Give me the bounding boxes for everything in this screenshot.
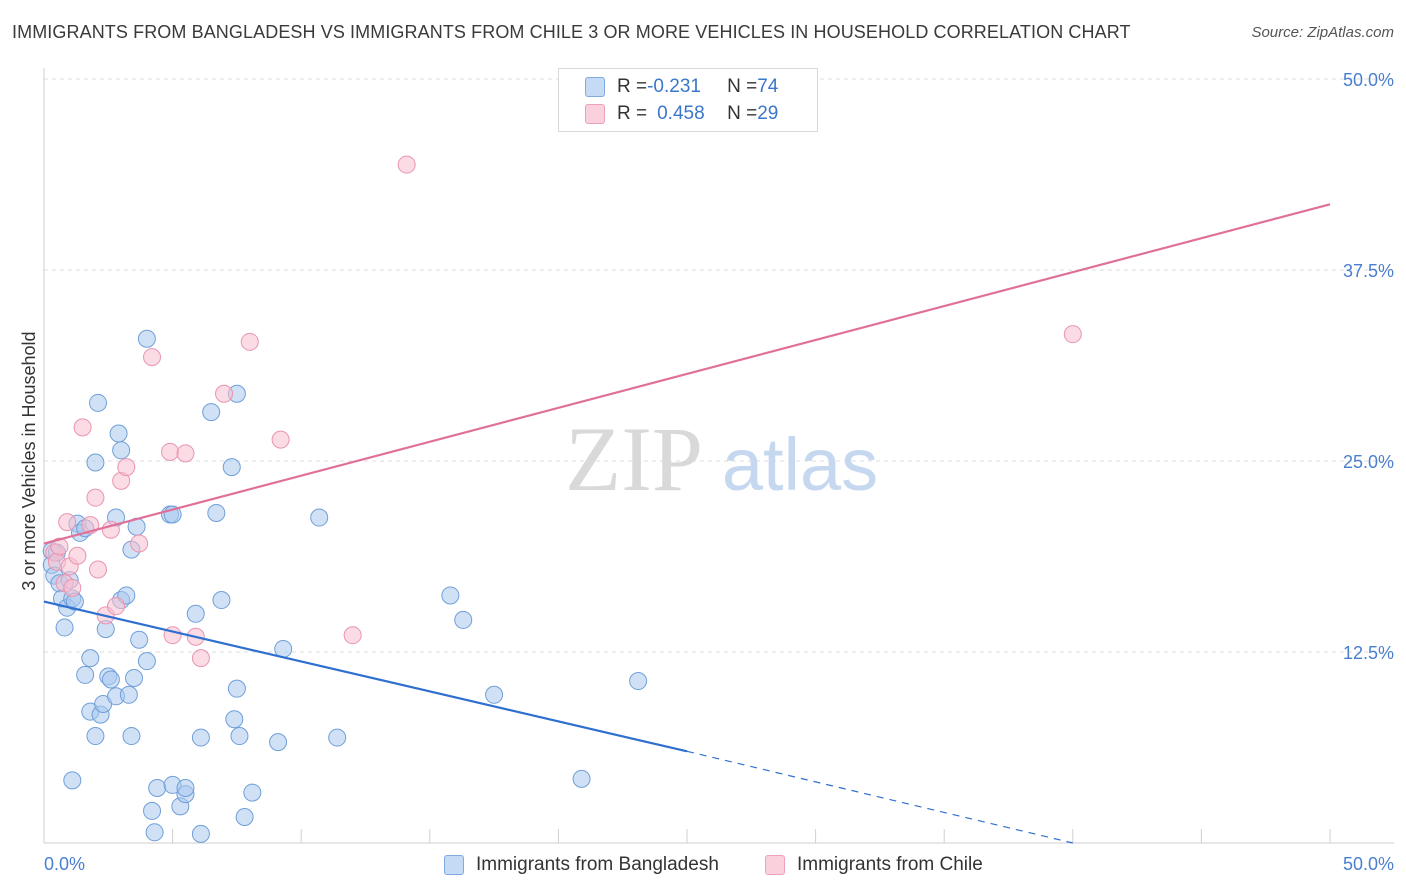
legend-r-label: R = — [617, 76, 648, 97]
y-axis-title: 3 or more Vehicles in Household — [19, 331, 39, 590]
bangladesh-point — [130, 630, 149, 649]
bangladesh-point — [137, 652, 156, 671]
legend-item-chile[interactable]: Immigrants from Chile — [765, 852, 983, 878]
stats-legend: R = -0.231 N = 74 R = 0.458 N = 29 — [558, 68, 818, 132]
legend-row-bangladesh: R = -0.231 N = 74 — [585, 75, 778, 99]
bangladesh-point — [86, 727, 105, 746]
chile-point — [50, 537, 69, 556]
bangladesh-point — [235, 808, 254, 827]
chile-point — [58, 513, 77, 532]
chart-title: IMMIGRANTS FROM BANGLADESH VS IMMIGRANTS… — [12, 22, 1131, 42]
chile-point — [130, 534, 149, 553]
chile-point — [89, 560, 108, 579]
bangladesh-point — [176, 778, 195, 797]
bangladesh-point — [148, 778, 167, 797]
legend-row-chile: R = 0.458 N = 29 — [585, 102, 778, 126]
chile-point — [73, 418, 92, 437]
bangladesh-point — [86, 453, 105, 472]
bangladesh-point — [63, 771, 82, 790]
chile-point — [117, 458, 136, 477]
bangladesh-point — [191, 728, 210, 747]
legend-n-label: N = — [727, 76, 758, 97]
bangladesh-point — [441, 586, 460, 605]
bangladesh-point — [143, 801, 162, 820]
source-credit: Source: ZipAtlas.com — [1251, 24, 1394, 41]
chile-point — [86, 488, 105, 507]
bangladesh-point — [629, 672, 648, 691]
bangladesh-trend-extension — [686, 750, 1073, 844]
x-tick-label: 50.0% — [1343, 854, 1394, 874]
chile-point — [1063, 325, 1082, 344]
axes-layer — [43, 68, 1394, 844]
bangladesh-point — [112, 441, 131, 460]
chile-point — [397, 155, 416, 174]
chile-point — [215, 384, 234, 403]
bangladesh-point — [137, 329, 156, 348]
bangladesh-point — [572, 769, 591, 788]
chile-point — [107, 597, 126, 616]
legend-item-bangladesh[interactable]: Immigrants from Bangladesh — [444, 852, 719, 878]
bangladesh-point — [76, 665, 95, 684]
labels-layer: 12.5% 25.0% 37.5% 50.0% 0.0% 50.0% 3 or more V… — [19, 70, 1394, 874]
legend-swatch-bangladesh — [585, 77, 605, 97]
bangladesh-point — [212, 591, 231, 610]
bangladesh-point — [454, 610, 473, 629]
watermark-zip: ZIP — [565, 408, 703, 510]
bangladesh-point — [191, 824, 210, 843]
chile-point — [68, 546, 87, 565]
chile-trend-line — [43, 203, 1331, 545]
chile-swatch — [765, 855, 785, 875]
y-tick-label: 25.0% — [1343, 452, 1394, 472]
chile-point — [143, 348, 162, 367]
bangladesh-point — [230, 727, 249, 746]
trend-layer — [43, 203, 1331, 844]
watermark: ZIP atlas — [565, 408, 878, 510]
bangladesh-point — [109, 424, 128, 443]
bangladesh-point — [125, 668, 144, 687]
bangladesh-point — [310, 508, 329, 527]
legend-label-bangladesh: Immigrants from Bangladesh — [476, 854, 719, 875]
legend-label-chile: Immigrants from Chile — [797, 854, 983, 875]
bangladesh-point — [222, 458, 241, 477]
legend-swatch-chile — [585, 104, 605, 124]
bangladesh-point — [55, 618, 74, 637]
legend-n-label: N = — [727, 103, 758, 124]
chile-point — [63, 578, 82, 597]
legend-n-value: 29 — [757, 103, 779, 124]
bangladesh-point — [101, 670, 120, 689]
bangladesh-point — [81, 649, 100, 668]
points-layer — [42, 155, 1082, 843]
bangladesh-point — [485, 685, 504, 704]
legend-n-value: 74 — [757, 76, 779, 97]
bangladesh-point — [269, 733, 288, 752]
bangladesh-point — [119, 685, 138, 704]
bangladesh-point — [207, 503, 226, 522]
chile-point — [191, 649, 210, 668]
x-tick-label: 0.0% — [44, 854, 85, 874]
y-tick-label: 12.5% — [1343, 643, 1394, 663]
y-tick-label: 50.0% — [1343, 70, 1394, 90]
bangladesh-point — [225, 710, 244, 729]
bangladesh-point — [243, 783, 262, 802]
y-tick-label: 37.5% — [1343, 261, 1394, 281]
bangladesh-point — [89, 393, 108, 412]
bangladesh-swatch — [444, 855, 464, 875]
bangladesh-point — [202, 403, 221, 422]
legend-r-value: -0.231 — [647, 76, 701, 97]
legend-r-value: 0.458 — [657, 103, 705, 124]
chile-point — [343, 626, 362, 645]
bangladesh-trend-line — [43, 600, 688, 753]
chile-point — [240, 332, 259, 351]
bangladesh-point — [145, 823, 164, 842]
chile-point — [176, 444, 195, 463]
chile-point — [271, 430, 290, 449]
bangladesh-point — [186, 604, 205, 623]
chile-point — [161, 442, 180, 461]
watermark-atlas: atlas — [722, 423, 878, 506]
legend-r-label: R = — [617, 103, 648, 124]
bangladesh-point — [328, 728, 347, 747]
bangladesh-point — [122, 727, 141, 746]
bangladesh-point — [227, 679, 246, 698]
